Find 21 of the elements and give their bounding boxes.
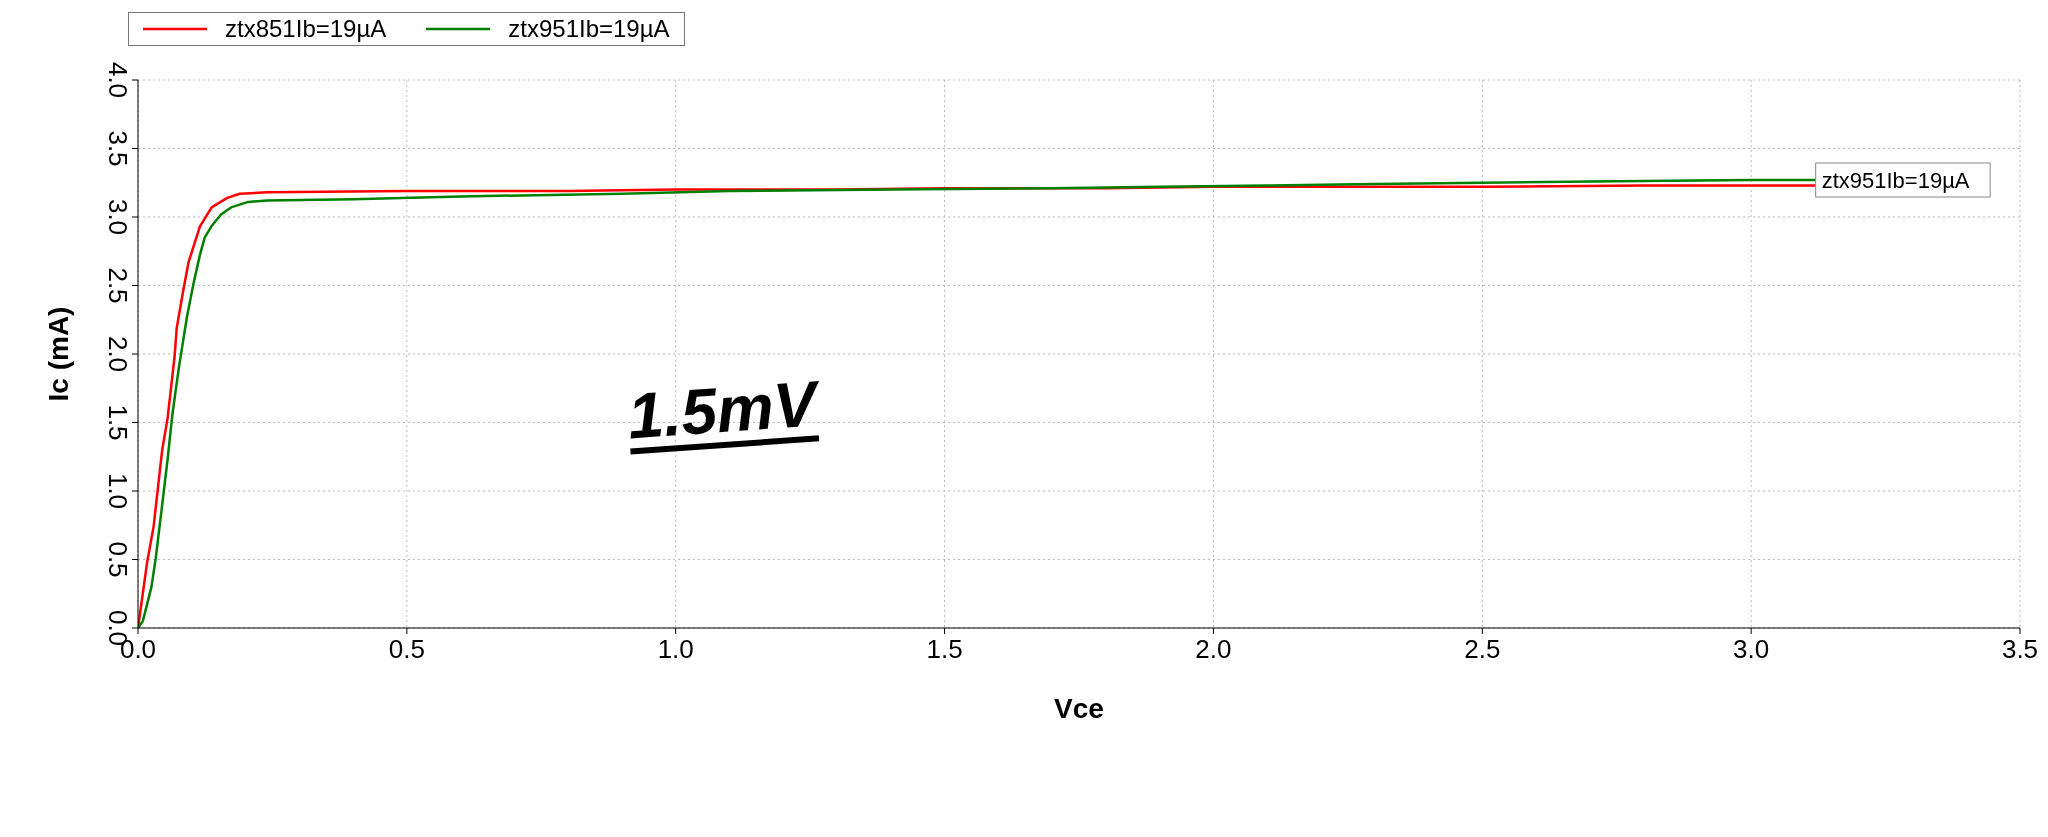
y-tick-label: 1.0 (103, 472, 133, 510)
x-tick-label: 2.0 (1195, 634, 1232, 664)
y-tick-label: 1.5 (103, 404, 133, 441)
y-tick-label: 3.5 (103, 130, 133, 167)
annotation: 1.5mV (625, 367, 819, 455)
x-tick-label: 3.0 (1733, 634, 1770, 664)
y-tick-label: 3.0 (103, 198, 133, 236)
x-tick-label: 3.5 (2001, 634, 2039, 664)
y-tick-label: 4.0 (103, 61, 133, 99)
y-tick-label: 2.0 (103, 335, 133, 373)
y-axis-title: Ic (mA) (42, 306, 74, 402)
x-tick-label: 0.5 (388, 634, 425, 664)
legend-label: ztx851Ib=19µA (225, 15, 387, 43)
x-tick-label: 2.5 (1464, 634, 1501, 664)
x-tick-label: 1.0 (657, 634, 694, 664)
y-tick-label: 2.5 (103, 267, 133, 304)
legend-label: ztx951Ib=19µA (508, 15, 670, 43)
annotation: ztx951Ib=19µA (1821, 167, 1970, 193)
y-tick-label: 0.5 (103, 541, 133, 578)
x-axis-title: Vce (1054, 693, 1104, 724)
x-tick-label: 1.5 (926, 634, 963, 664)
